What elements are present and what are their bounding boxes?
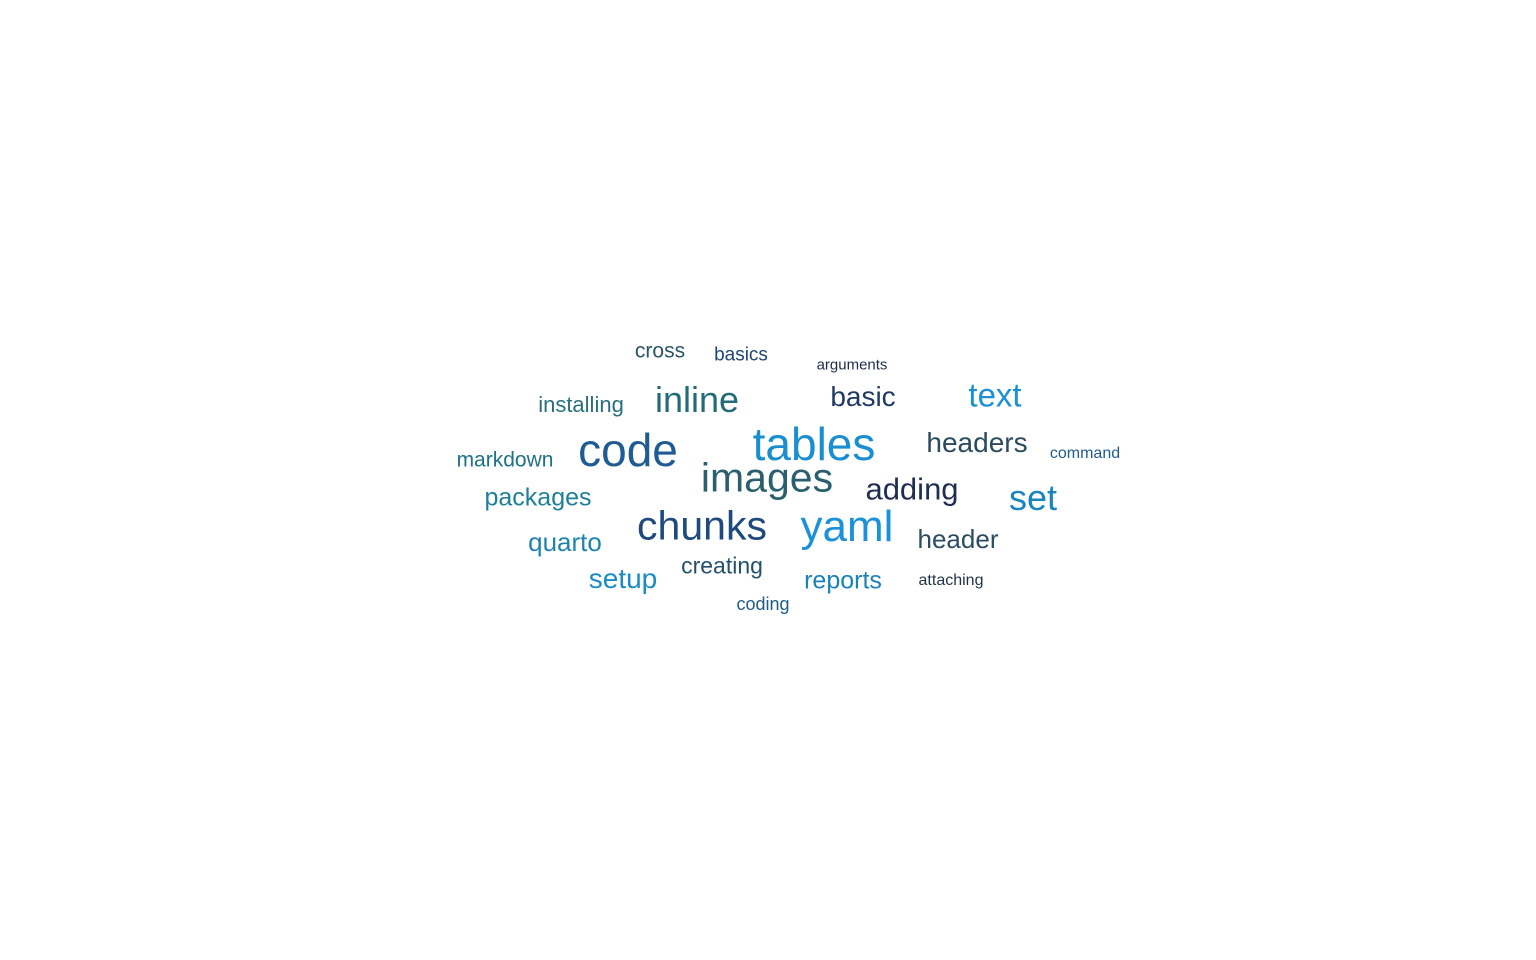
word-reports: reports [804, 566, 882, 595]
word-text: text [968, 376, 1022, 414]
word-header: header [917, 524, 999, 554]
word-quarto: quarto [528, 527, 602, 557]
word-creating: creating [681, 552, 763, 579]
word-basic: basic [830, 381, 896, 412]
word-installing: installing [538, 392, 624, 417]
word-adding: adding [865, 471, 959, 507]
word-headers: headers [926, 427, 1028, 458]
word-setup: setup [588, 563, 658, 594]
word-tables: tables [752, 418, 876, 470]
word-command: command [1049, 445, 1121, 462]
word-attaching: attaching [918, 572, 984, 589]
word-packages: packages [484, 483, 592, 512]
word-code: code [578, 424, 678, 476]
word-set: set [1008, 477, 1058, 518]
word-inline: inline [654, 379, 740, 420]
word-chunks: chunks [637, 502, 767, 549]
word-yaml: yaml [800, 502, 894, 551]
word-arguments: arguments [816, 356, 888, 374]
word-cross: cross [634, 339, 686, 363]
word-images: images [700, 454, 834, 501]
word-basics: basics [714, 344, 768, 366]
word-coding: coding [736, 594, 790, 614]
word-markdown: markdown [456, 448, 554, 472]
